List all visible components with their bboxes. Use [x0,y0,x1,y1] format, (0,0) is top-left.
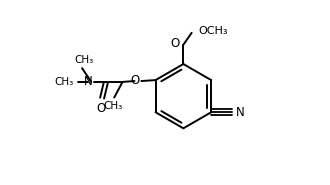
Text: N: N [84,75,93,88]
Text: CH₃: CH₃ [104,101,123,111]
Text: O: O [130,74,140,87]
Text: O: O [171,37,180,50]
Text: O: O [96,102,106,115]
Text: OCH₃: OCH₃ [199,26,228,36]
Text: CH₃: CH₃ [75,55,94,65]
Text: CH₃: CH₃ [54,77,74,87]
Text: N: N [236,106,244,119]
